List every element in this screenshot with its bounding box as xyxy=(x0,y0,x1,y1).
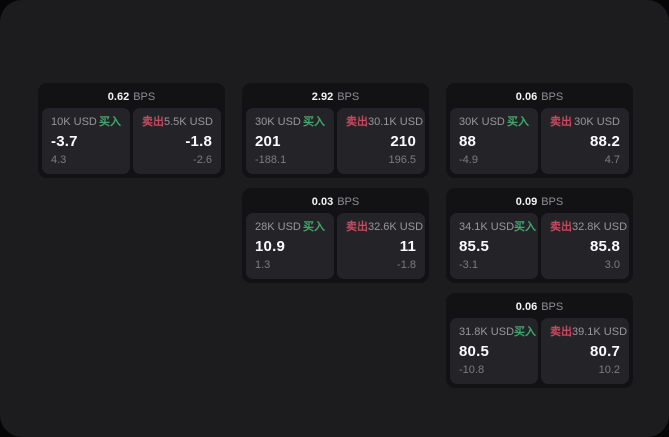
buy-amount: 30K USD xyxy=(459,116,505,128)
buy-amount: 34.1K USD xyxy=(459,221,515,233)
sell-side-label: 卖出 xyxy=(346,221,368,233)
quote-card-grid: 0.62 BPS 10K USD 买入 -3.7 4.3 卖出 5.5K USD xyxy=(38,83,633,388)
sell-panel[interactable]: 卖出 39.1K USD 80.7 10.2 xyxy=(541,318,629,384)
quote-card: 0.06 BPS 31.8K USD 买入 80.5 -10.8 卖出 39.1… xyxy=(446,293,633,388)
sell-sub-value: 196.5 xyxy=(388,154,416,166)
sell-sub-value: 3.0 xyxy=(604,259,620,271)
buy-side-label: 买入 xyxy=(507,116,529,128)
buy-sell-panels: 30K USD 买入 88 -4.9 卖出 30K USD 88.2 4.7 xyxy=(450,108,629,174)
sell-side-label: 卖出 xyxy=(550,221,572,233)
quote-card: 0.09 BPS 34.1K USD 买入 85.5 -3.1 卖出 32.8K… xyxy=(446,188,633,283)
bps-unit-label: BPS xyxy=(541,196,564,208)
sell-sub-value: -2.6 xyxy=(193,154,212,166)
buy-panel[interactable]: 30K USD 买入 88 -4.9 xyxy=(450,108,538,174)
buy-amount: 28K USD xyxy=(255,221,301,233)
buy-side-label: 买入 xyxy=(514,221,537,233)
buy-sell-panels: 31.8K USD 买入 80.5 -10.8 卖出 39.1K USD 80.… xyxy=(450,318,629,384)
buy-sell-panels: 10K USD 买入 -3.7 4.3 卖出 5.5K USD -1.8 -2.… xyxy=(42,108,221,174)
sell-side-label: 卖出 xyxy=(142,116,164,128)
buy-sell-panels: 30K USD 买入 201 -188.1 卖出 30.1K USD 210 1… xyxy=(246,108,425,174)
buy-amount: 10K USD xyxy=(51,116,97,128)
sell-amount: 39.1K USD xyxy=(572,326,628,338)
buy-quote-value: 85.5 xyxy=(459,238,489,255)
buy-sub-value: 1.3 xyxy=(255,259,271,271)
bps-header: 0.06 BPS xyxy=(450,87,629,108)
buy-quote-value: 201 xyxy=(255,133,281,150)
buy-quote-value: 80.5 xyxy=(459,343,489,360)
bps-header: 0.06 BPS xyxy=(450,297,629,318)
sell-sub-value: -1.8 xyxy=(397,259,416,271)
sell-side-label: 卖出 xyxy=(550,116,572,128)
buy-side-label: 买入 xyxy=(303,221,325,233)
quote-card: 0.62 BPS 10K USD 买入 -3.7 4.3 卖出 5.5K USD xyxy=(38,83,225,178)
bps-value: 2.92 xyxy=(311,91,334,103)
buy-panel[interactable]: 28K USD 买入 10.9 1.3 xyxy=(246,213,334,279)
bps-unit-label: BPS xyxy=(541,301,564,313)
buy-panel[interactable]: 31.8K USD 买入 80.5 -10.8 xyxy=(450,318,538,384)
sell-sub-value: 4.7 xyxy=(604,154,620,166)
sell-quote-value: 210 xyxy=(390,133,416,150)
buy-sub-value: 4.3 xyxy=(51,154,67,166)
bps-header: 2.92 BPS xyxy=(246,87,425,108)
bps-value: 0.09 xyxy=(515,196,538,208)
bps-unit-label: BPS xyxy=(133,91,156,103)
buy-side-label: 买入 xyxy=(99,116,121,128)
bps-value: 0.06 xyxy=(515,91,538,103)
buy-sell-panels: 34.1K USD 买入 85.5 -3.1 卖出 32.8K USD 85.8… xyxy=(450,213,629,279)
buy-sub-value: -3.1 xyxy=(459,259,478,271)
buy-side-label: 买入 xyxy=(303,116,325,128)
sell-amount: 32.8K USD xyxy=(572,221,628,233)
buy-panel[interactable]: 34.1K USD 买入 85.5 -3.1 xyxy=(450,213,538,279)
sell-quote-value: -1.8 xyxy=(185,133,212,150)
sell-quote-value: 88.2 xyxy=(590,133,620,150)
buy-sell-panels: 28K USD 买入 10.9 1.3 卖出 32.6K USD 11 -1.8 xyxy=(246,213,425,279)
sell-quote-value: 11 xyxy=(399,238,416,255)
sell-amount: 30K USD xyxy=(574,116,620,128)
sell-panel[interactable]: 卖出 32.8K USD 85.8 3.0 xyxy=(541,213,629,279)
buy-quote-value: 88 xyxy=(459,133,477,150)
sell-quote-value: 80.7 xyxy=(590,343,620,360)
bps-unit-label: BPS xyxy=(541,91,564,103)
sell-amount: 32.6K USD xyxy=(368,221,424,233)
sell-amount: 30.1K USD xyxy=(368,116,424,128)
sell-panel[interactable]: 卖出 30K USD 88.2 4.7 xyxy=(541,108,629,174)
buy-quote-value: 10.9 xyxy=(255,238,285,255)
sell-side-label: 卖出 xyxy=(346,116,368,128)
bps-value: 0.62 xyxy=(107,91,130,103)
quote-card: 0.06 BPS 30K USD 买入 88 -4.9 卖出 30K USD xyxy=(446,83,633,178)
buy-panel[interactable]: 10K USD 买入 -3.7 4.3 xyxy=(42,108,130,174)
buy-amount: 31.8K USD xyxy=(459,326,515,338)
quote-card: 0.03 BPS 28K USD 买入 10.9 1.3 卖出 32.6K US… xyxy=(242,188,429,283)
sell-sub-value: 10.2 xyxy=(598,364,620,376)
buy-sub-value: -4.9 xyxy=(459,154,478,166)
bps-unit-label: BPS xyxy=(337,91,360,103)
bps-header: 0.62 BPS xyxy=(42,87,221,108)
bps-unit-label: BPS xyxy=(337,196,360,208)
buy-quote-value: -3.7 xyxy=(51,133,78,150)
bps-value: 0.06 xyxy=(515,301,538,313)
bps-header: 0.03 BPS xyxy=(246,192,425,213)
sell-side-label: 卖出 xyxy=(550,326,572,338)
buy-sub-value: -188.1 xyxy=(255,154,287,166)
quote-card: 2.92 BPS 30K USD 买入 201 -188.1 卖出 30.1K … xyxy=(242,83,429,178)
sell-panel[interactable]: 卖出 32.6K USD 11 -1.8 xyxy=(337,213,425,279)
sell-amount: 5.5K USD xyxy=(164,116,213,128)
sell-panel[interactable]: 卖出 30.1K USD 210 196.5 xyxy=(337,108,425,174)
buy-panel[interactable]: 30K USD 买入 201 -188.1 xyxy=(246,108,334,174)
bps-header: 0.09 BPS xyxy=(450,192,629,213)
buy-side-label: 买入 xyxy=(514,326,537,338)
buy-amount: 30K USD xyxy=(255,116,301,128)
sell-panel[interactable]: 卖出 5.5K USD -1.8 -2.6 xyxy=(133,108,221,174)
buy-sub-value: -10.8 xyxy=(459,364,485,376)
bps-value: 0.03 xyxy=(311,196,334,208)
sell-quote-value: 85.8 xyxy=(590,238,620,255)
